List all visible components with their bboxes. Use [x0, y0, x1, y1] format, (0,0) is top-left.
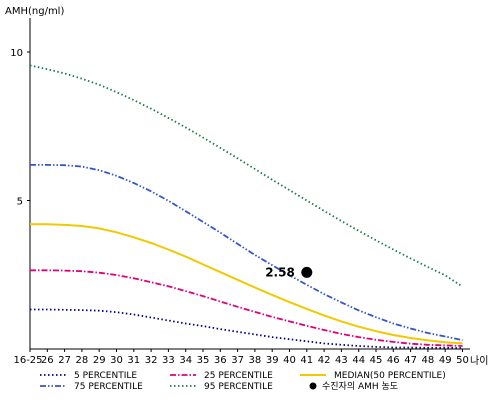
x-tick-label: 26: [41, 355, 54, 366]
series-layer: [29, 64, 463, 349]
x-tick-label: 50: [456, 355, 469, 366]
marker-layer: 2.58: [265, 265, 313, 279]
x-tick-label: 47: [404, 355, 417, 366]
x-tick-label: 27: [58, 355, 71, 366]
x-tick-label: 30: [110, 355, 123, 366]
x-tick-label: 44: [352, 355, 365, 366]
x-tick-label: 16-25: [13, 355, 42, 366]
legend-marker-label: 수진자의 AMH 농도: [322, 381, 398, 392]
legend-label: 5 PERCENTILE: [74, 371, 137, 381]
legend-label: 95 PERCENTILE: [204, 382, 273, 392]
x-tick-label: 33: [162, 355, 175, 366]
series-line-25-percentile: [30, 269, 463, 347]
x-tick-label: 43: [335, 355, 348, 366]
x-tick-label: 49: [439, 355, 452, 366]
x-tick-label: 32: [145, 355, 158, 366]
x-tick-label: 48: [422, 355, 435, 366]
x-tick-label: 41: [300, 355, 313, 366]
x-tick-label: 45: [370, 355, 383, 366]
legend-marker-swatch: [309, 382, 317, 390]
patient-amh-marker: [301, 266, 313, 278]
x-tick-label: 37: [231, 355, 244, 366]
x-tick-label: 40: [283, 355, 296, 366]
x-tick-label: 39: [266, 355, 279, 366]
x-tick-label: 35: [197, 355, 210, 366]
series-line-95-percentile: [29, 64, 463, 288]
y-axis-label: AMH(ng/ml): [5, 6, 64, 17]
x-tick-label: 29: [93, 355, 106, 366]
series-line-median-50-percentile: [30, 223, 463, 345]
x-tick-label: 46: [387, 355, 400, 366]
x-tick-label: 34: [179, 355, 192, 366]
legend-label: 75 PERCENTILE: [74, 382, 143, 392]
legend-label: MEDIAN(50 PERCENTILE): [334, 371, 446, 381]
x-tick-label: 38: [249, 355, 262, 366]
y-tick-label: 5: [17, 197, 23, 208]
x-axis-label: 나이: [470, 355, 488, 367]
marker-value-label: 2.58: [265, 265, 295, 279]
series-line-5-percentile: [30, 308, 463, 349]
y-tick-label: 10: [10, 48, 23, 59]
legend-label: 25 PERCENTILE: [204, 371, 273, 381]
x-tick-label: 42: [318, 355, 331, 366]
x-tick-label: 36: [214, 355, 227, 366]
series-line-75-percentile: [30, 163, 463, 341]
x-tick-label: 28: [76, 355, 89, 366]
x-tick-label: 31: [127, 355, 140, 366]
